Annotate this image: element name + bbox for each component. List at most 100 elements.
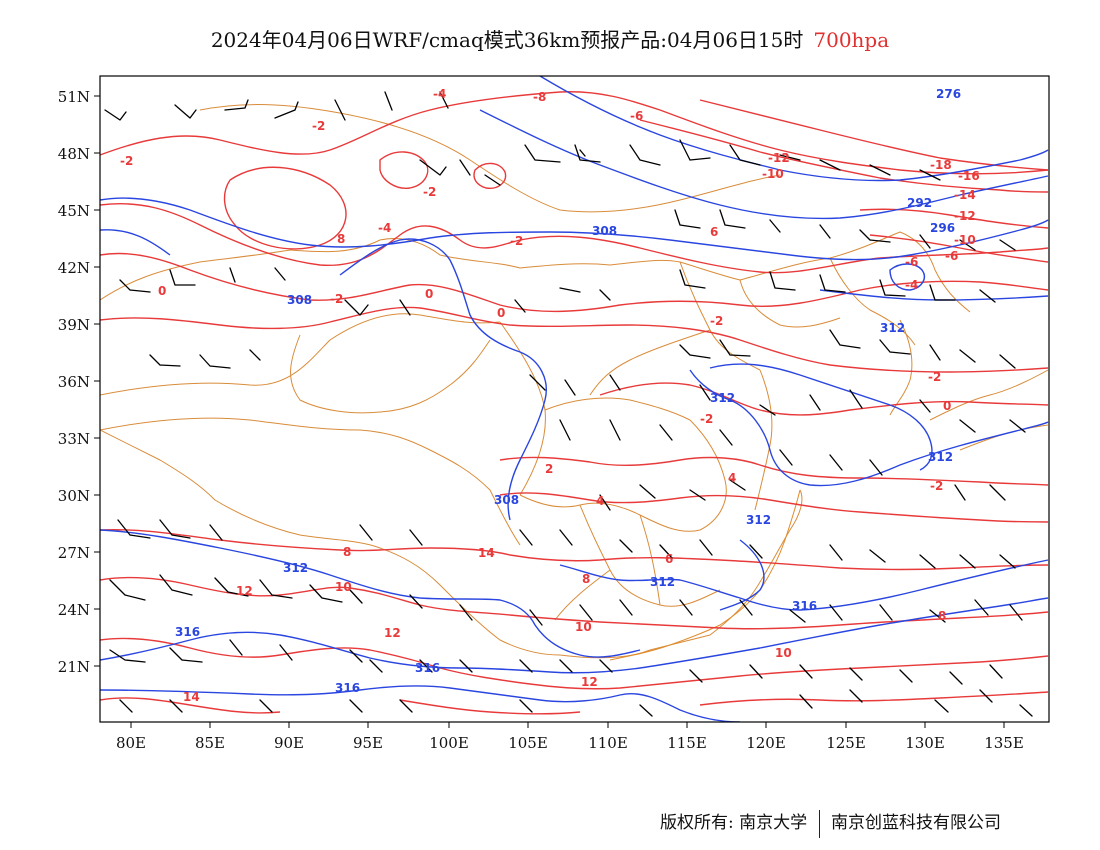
province-lines-central — [499, 321, 727, 621]
height-label: 316 — [415, 661, 440, 675]
height-label: 312 — [710, 391, 735, 405]
height-label: 308 — [494, 493, 519, 507]
temp-label: 0 — [943, 399, 951, 413]
province-lines-east — [589, 257, 916, 511]
temp-label: 0 — [497, 306, 505, 320]
coastline-detail — [609, 489, 801, 661]
height-contour — [100, 597, 1049, 674]
lat-label: 42N — [58, 259, 90, 277]
temp-label: 8 — [343, 545, 351, 559]
lat-axis — [94, 95, 100, 667]
lon-label: 110E — [588, 734, 628, 752]
height-label: 312 — [880, 321, 905, 335]
temp-label: -2 — [928, 370, 941, 384]
wind-barb — [119, 267, 611, 316]
temp-label: -2 — [510, 234, 523, 248]
lon-label: 130E — [905, 734, 945, 752]
lon-label: 105E — [508, 734, 548, 752]
temp-label: -10 — [954, 233, 976, 247]
temp-label: 6 — [665, 552, 673, 566]
lat-label: 36N — [58, 373, 90, 391]
height-contour — [559, 559, 1049, 611]
height-contour — [689, 369, 1049, 487]
wind-barbs — [104, 91, 1033, 717]
wind-barb — [149, 329, 1016, 369]
pressure-level: 700hpa — [813, 28, 890, 52]
height-label: 312 — [928, 450, 953, 464]
lat-label: 21N — [58, 658, 90, 676]
lat-label: 45N — [58, 202, 90, 220]
temp-label: -2 — [120, 154, 133, 168]
temp-label: 12 — [384, 626, 401, 640]
temp-contour — [473, 162, 507, 189]
lat-label: 24N — [58, 601, 90, 619]
temp-label: 8 — [582, 572, 590, 586]
lon-label: 115E — [667, 734, 707, 752]
temp-label: 8 — [337, 232, 345, 246]
temp-contour — [100, 691, 1049, 715]
china-outer-border — [100, 231, 971, 659]
lon-label: 85E — [195, 734, 225, 752]
temp-label: 0 — [158, 284, 166, 298]
height-label: 276 — [936, 87, 961, 101]
temp-contour — [223, 166, 347, 250]
height-contour — [100, 529, 641, 658]
map-clip-group: -8 -6 -4 -2 -2 -2 -2 0 0 -2 -2 0 -2 2 4 … — [100, 76, 1049, 722]
temp-contour — [499, 492, 1049, 523]
temp-label: -2 — [330, 292, 343, 306]
province-lines-west — [100, 313, 521, 546]
chart-title: 2024年04月06日WRF/cmaq模式36km预报产品:04月06日15时 7… — [0, 24, 1100, 53]
temp-contour — [100, 528, 1049, 571]
org-nju: 南京大学 — [739, 813, 808, 833]
wind-barb — [419, 139, 941, 186]
height-label: 316 — [175, 625, 200, 639]
copyright-label: 版权所有: — [660, 813, 734, 833]
lon-label: 100E — [429, 734, 469, 752]
temp-contour — [100, 252, 1049, 313]
height-contour — [479, 109, 1049, 220]
height-label: 296 — [930, 221, 955, 235]
height-contours — [100, 76, 1049, 722]
temp-label: 12 — [236, 584, 253, 598]
height-contour — [100, 197, 1049, 261]
temp-label: 6 — [710, 225, 718, 239]
temperature-labels: -8 -6 -4 -2 -2 -2 -2 0 0 -2 -2 0 -2 2 4 … — [120, 87, 980, 704]
lat-label: 39N — [58, 316, 90, 334]
lon-label: 125E — [826, 734, 866, 752]
wind-barb — [117, 519, 1016, 569]
copyright-footer: 版权所有: 南京大学 南京创蓝科技有限公司 — [660, 808, 1001, 838]
temp-label: 0 — [425, 287, 433, 301]
map-frame — [99, 75, 1050, 723]
wind-barb — [109, 639, 1003, 685]
korea-japan-outline — [889, 319, 1049, 451]
temp-label: -18 — [930, 158, 952, 172]
lat-label: 33N — [58, 430, 90, 448]
height-label: 312 — [650, 575, 675, 589]
wind-barb — [679, 269, 996, 303]
lon-label: 135E — [984, 734, 1024, 752]
temp-label: 10 — [775, 646, 792, 660]
lat-label: 48N — [58, 145, 90, 163]
temp-contour — [699, 99, 1049, 171]
wind-barb — [109, 574, 1023, 626]
wind-barb — [599, 479, 746, 511]
temp-contour — [100, 91, 1049, 175]
boundary-lines — [100, 104, 1049, 661]
mongolia-outline — [199, 104, 781, 213]
temp-label: 14 — [183, 690, 200, 704]
lat-labels: 51N 48N 45N 42N 39N 36N 33N 30N 27N 24N … — [58, 88, 90, 676]
temp-contour — [859, 208, 1049, 229]
lat-label: 30N — [58, 487, 90, 505]
temp-label: 14 — [478, 546, 495, 560]
height-label: 308 — [592, 224, 617, 238]
wind-barb — [104, 91, 449, 121]
temp-label: -10 — [762, 167, 784, 181]
temp-contour — [499, 456, 1049, 486]
lon-axis — [130, 722, 1005, 728]
temp-label: -2 — [700, 412, 713, 426]
temp-contour — [599, 382, 1049, 416]
temp-label: 4 — [596, 494, 604, 508]
height-contour — [709, 363, 933, 471]
wind-barb — [559, 419, 1006, 501]
temp-label: -6 — [945, 249, 958, 263]
